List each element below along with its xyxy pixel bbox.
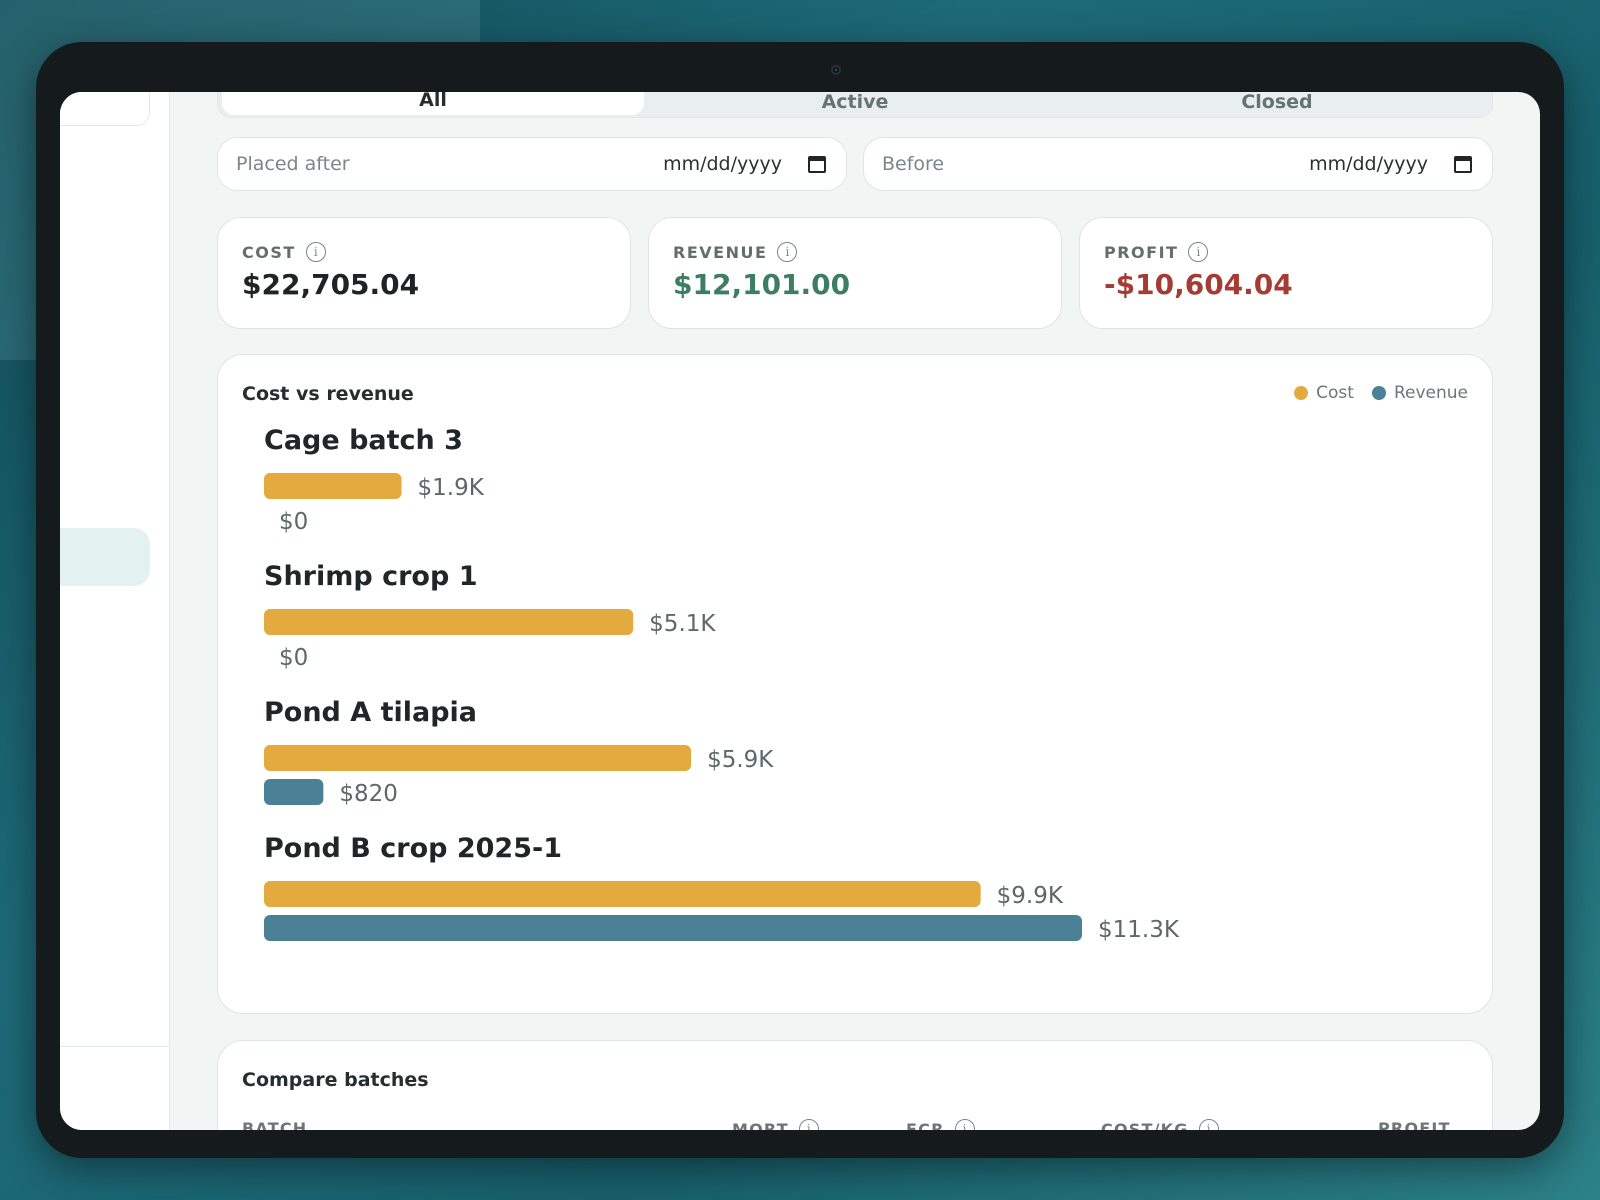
cost-vs-revenue-card: Cost vs revenue Cost Revenue Cage batch … [217,354,1493,1014]
placed-after-value[interactable]: mm/dd/yyyy [663,153,782,175]
info-icon[interactable]: i [798,1119,819,1130]
legend-revenue-label: Revenue [1393,383,1468,403]
data-label: $5.9K [707,747,774,773]
sidebar-active-item[interactable] [60,528,150,586]
col-fcr[interactable]: FCR i [906,1119,975,1130]
data-label: $0 [279,509,308,535]
category-label: Pond A tilapia [264,697,477,728]
data-label: $5.1K [649,611,716,637]
tab-all[interactable]: All [222,92,644,115]
sidebar [60,92,170,1130]
cost-label: COST [242,242,296,262]
col-cost-kg-label: COST/KG [1101,1119,1189,1131]
info-icon[interactable]: i [1188,242,1209,262]
bar-cost [264,745,692,771]
tab-closed[interactable]: Closed [1241,92,1313,113]
placed-after-field[interactable]: Placed after mm/dd/yyyy [217,137,847,191]
tab-active[interactable]: Active [821,92,889,113]
profit-value: -$10,604.04 [1104,268,1293,301]
placed-after-label: Placed after [236,153,350,175]
compare-title: Compare batches [242,1069,429,1091]
category-label: Pond B crop 2025-1 [264,833,562,864]
col-batch[interactable]: BATCH [242,1119,307,1130]
info-icon[interactable]: i [305,242,326,262]
bar-cost [264,609,634,635]
before-field[interactable]: Before mm/dd/yyyy [863,137,1493,191]
data-label: $11.3K [1098,917,1180,943]
col-batch-label: BATCH [242,1119,308,1130]
calendar-icon[interactable] [1454,155,1472,173]
cost-label-row: COST i [242,242,606,262]
before-label: Before [882,153,945,175]
data-label: $9.9K [997,883,1064,909]
chart-title: Cost vs revenue [242,383,414,405]
date-filters: Placed after mm/dd/yyyy Before mm/dd/yyy… [217,137,1493,191]
compare-batches-card: Compare batches BATCH MORT i FCR i COST/… [217,1040,1493,1130]
col-mort[interactable]: MORT i [732,1119,819,1130]
legend-cost: Cost [1294,383,1354,403]
info-icon[interactable]: i [777,242,798,262]
info-icon[interactable]: i [1198,1119,1219,1130]
col-cost-kg[interactable]: COST/KG i [1101,1119,1219,1130]
bar-revenue [264,779,324,805]
bar-cost [264,473,402,499]
data-label: $1.9K [418,475,485,501]
col-mort-label: MORT [732,1119,789,1131]
before-value[interactable]: mm/dd/yyyy [1309,153,1428,175]
revenue-label: REVENUE [673,242,768,262]
legend-dot-revenue [1371,386,1386,400]
calendar-icon[interactable] [808,155,826,173]
col-profit-label: PROFIT [1378,1119,1451,1130]
profit-card: PROFIT i -$10,604.04 [1079,217,1493,329]
category-label: Shrimp crop 1 [264,561,477,592]
cost-value: $22,705.04 [242,268,420,301]
bar-revenue [264,915,1082,941]
legend-revenue: Revenue [1371,383,1468,403]
legend-dot-cost [1294,386,1309,400]
info-icon[interactable]: i [954,1119,975,1130]
col-profit[interactable]: PROFIT [1378,1119,1451,1130]
status-tabs: All Active Closed [217,92,1493,118]
bar-cost [264,881,981,907]
revenue-label-row: REVENUE i [673,242,1037,262]
col-fcr-label: FCR [906,1119,945,1131]
bar-chart: Cage batch 3 $1.9K $0 Shrimp crop 1 $5.1K $0 P… [264,425,1180,943]
sidebar-divider [60,1046,170,1047]
app-screen: All Active Closed Placed after mm/dd/yyy… [60,92,1540,1130]
sidebar-top-item[interactable] [60,92,150,126]
profit-label-row: PROFIT i [1104,242,1468,262]
chart-legend: Cost Revenue [1294,383,1468,403]
cost-card: COST i $22,705.04 [217,217,631,329]
data-label: $820 [339,781,398,807]
revenue-value: $12,101.00 [673,268,851,301]
category-label: Cage batch 3 [264,425,463,456]
legend-cost-label: Cost [1316,383,1354,403]
camera-dot [831,65,841,75]
summary-stats: COST i $22,705.04 REVENUE i $12,101.00 P… [217,217,1493,329]
revenue-card: REVENUE i $12,101.00 [648,217,1062,329]
data-label: $0 [279,645,308,671]
tablet-frame: All Active Closed Placed after mm/dd/yyy… [36,42,1564,1158]
profit-label: PROFIT [1104,242,1179,262]
